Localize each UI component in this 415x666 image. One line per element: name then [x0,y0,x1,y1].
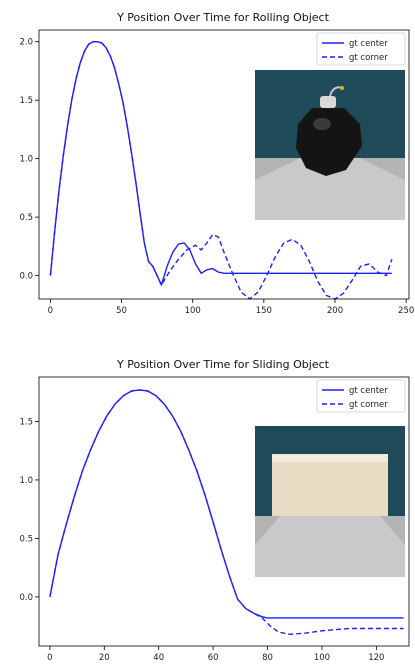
series-line-gt-corner [49,389,404,635]
x-tick-label: 120 [368,653,384,663]
y-tick-label: 1.5 [19,96,33,106]
inset-image-rolling [255,70,405,220]
bomb-cap-icon [320,96,336,108]
legend-label-center: gt center [349,386,388,396]
legend-label-center: gt center [349,39,388,49]
legend-label-corner: gt corner [349,400,388,410]
y-tick-label: 1.5 [19,417,33,427]
plot-area-rolling: 0 50 100 150 200 250 0.0 0.5 1.0 1.5 2.0 [19,38,414,316]
inset-floor-shade-right [380,516,405,545]
inset-floor-shade-left [255,158,300,180]
x-tick-label: 50 [116,306,127,316]
x-tick-label: 60 [208,653,219,663]
x-tick-label: 100 [314,653,330,663]
y-tick-label: 1.0 [19,476,33,486]
rolling-chart: Y Position Over Time for Rolling Object … [19,11,414,316]
fuse-spark-icon [340,86,344,90]
inset-floor-shade-right [360,158,405,180]
y-tick-label: 0.5 [19,534,33,544]
x-tick-label: 80 [262,653,273,663]
chart-title: Y Position Over Time for Sliding Object [116,358,330,371]
box-top-icon [272,454,388,462]
y-tick-label: 0.5 [19,213,33,223]
y-tick-label: 0.0 [19,593,33,603]
sliding-chart: Y Position Over Time for Sliding Object … [19,358,410,663]
legend-sliding: gt center gt corner [316,379,406,413]
axes-frame [38,376,410,647]
axes-frame [38,29,410,300]
x-tick-label: 150 [256,306,272,316]
x-tick-label: 0 [48,306,53,316]
bomb-highlight [313,118,331,130]
x-tick-label: 100 [185,306,201,316]
x-tick-label: 40 [153,653,164,663]
series-line-gt-corner [49,41,393,300]
y-tick-label: 2.0 [19,38,33,48]
legend-label-corner: gt corner [349,53,388,63]
legend-rolling: gt center gt corner [316,32,406,66]
plot-area-sliding: 0 20 40 60 80 100 120 0.0 0.5 1.0 1.5 [19,389,404,663]
y-tick-label: 0.0 [19,272,33,282]
bomb-body-icon [296,108,362,176]
x-tick-label: 0 [47,653,52,663]
inset-floor [255,516,405,577]
y-tick-label: 1.0 [19,155,33,165]
box-front-icon [272,462,388,516]
chart-title: Y Position Over Time for Rolling Object [116,11,330,24]
x-tick-label: 20 [99,653,110,663]
x-tick-label: 250 [398,306,414,316]
x-tick-label: 200 [327,306,343,316]
inset-floor-shade-left [255,516,280,545]
inset-image-sliding [255,426,405,577]
